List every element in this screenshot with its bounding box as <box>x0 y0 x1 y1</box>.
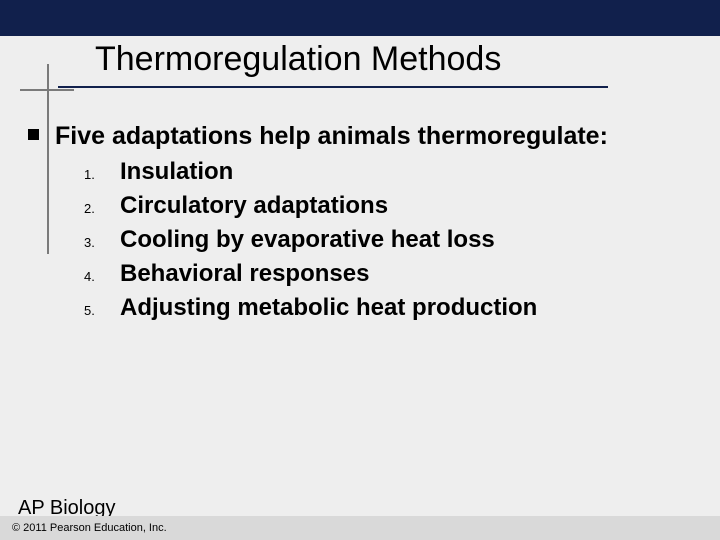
list-item-text: Cooling by evaporative heat loss <box>120 226 495 254</box>
list-item-text: Insulation <box>120 158 233 186</box>
list-number: 2. <box>84 201 120 216</box>
list-number: 4. <box>84 269 120 284</box>
list-item-text: Adjusting metabolic heat production <box>120 294 537 322</box>
title-area: Thermoregulation Methods <box>0 36 720 106</box>
list-number: 1. <box>84 167 120 182</box>
top-bar <box>0 0 720 36</box>
decoration-vertical-line <box>47 64 49 254</box>
list-item-text: Circulatory adaptations <box>120 192 388 220</box>
list-item: 2. Circulatory adaptations <box>84 192 537 220</box>
decoration-horizontal-line <box>20 89 74 91</box>
slide-title: Thermoregulation Methods <box>95 40 720 79</box>
list-number: 5. <box>84 303 120 318</box>
bullet-square-icon <box>28 129 39 140</box>
list-item-text: Behavioral responses <box>120 260 369 288</box>
list-number: 3. <box>84 235 120 250</box>
list-item: 5. Adjusting metabolic heat production <box>84 294 537 322</box>
list-item: 3. Cooling by evaporative heat loss <box>84 226 537 254</box>
list-item: 4. Behavioral responses <box>84 260 537 288</box>
title-underline <box>58 86 608 88</box>
list-item: 1. Insulation <box>84 158 537 186</box>
numbered-list: 1. Insulation 2. Circulatory adaptations… <box>84 158 537 328</box>
copyright-text: © 2011 Pearson Education, Inc. <box>12 522 167 534</box>
footer-bar: © 2011 Pearson Education, Inc. <box>0 516 720 540</box>
lead-text: Five adaptations help animals thermoregu… <box>55 122 608 151</box>
